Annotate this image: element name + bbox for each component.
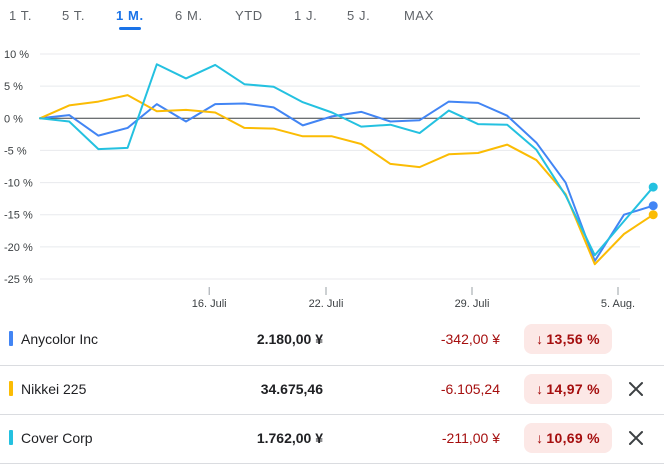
series-end-point	[648, 201, 658, 211]
list-item[interactable]: Anycolor Inc 2.180,00 ¥ -342,00 ¥ ↓ 13,5…	[0, 315, 664, 363]
tab-1-day[interactable]: 1 T.	[9, 8, 33, 23]
percent-change-badge: ↓ 10,69 %	[524, 423, 612, 453]
y-tick-label: -20 %	[4, 242, 33, 254]
tab-max[interactable]: MAX	[404, 8, 434, 23]
comparison-line-chart: 10 % 5 % 0 % -5 % -10 % -15 % -20 % -25 % 16. Ju…	[4, 49, 658, 309]
y-tick-label: -5 %	[4, 145, 27, 157]
series-color-swatch	[9, 331, 13, 346]
security-name: Anycolor Inc	[21, 331, 99, 347]
security-name: Nikkei 225	[21, 381, 87, 397]
tab-1-year[interactable]: 1 J.	[294, 8, 318, 23]
series-color-swatch	[9, 430, 13, 445]
percent-change-value: 14,97 %	[546, 381, 600, 397]
y-tick-label: -15 %	[4, 210, 33, 222]
list-item[interactable]: Nikkei 225 34.675,46 -6.105,24 ↓ 14,97 %	[0, 365, 664, 413]
x-tick-label: 16. Juli	[192, 298, 227, 309]
y-tick-label: -10 %	[4, 178, 33, 190]
tab-6-months[interactable]: 6 M.	[175, 8, 203, 23]
security-price: 34.675,46	[260, 381, 323, 397]
divider	[0, 365, 664, 366]
y-tick-label: 0 %	[4, 113, 23, 125]
series-end-point	[648, 182, 658, 192]
divider	[0, 463, 664, 464]
percent-change-value: 13,56 %	[546, 331, 600, 347]
arrow-down-icon: ↓	[536, 331, 544, 347]
divider	[0, 414, 664, 415]
security-price: 2.180,00 ¥	[256, 331, 323, 347]
time-range-tabs: 1 T. 5 T. 1 M. 6 M. YTD 1 J. 5 J. MAX	[0, 0, 664, 32]
tab-5-days[interactable]: 5 T.	[62, 8, 86, 23]
x-tick-label: 29. Juli	[455, 298, 490, 309]
y-tick-label: 10 %	[4, 49, 29, 61]
security-price: 1.762,00 ¥	[256, 430, 323, 446]
active-tab-indicator	[119, 27, 141, 30]
tab-5-years[interactable]: 5 J.	[347, 8, 371, 23]
y-tick-label: 5 %	[4, 81, 23, 93]
tab-1-month[interactable]: 1 M.	[116, 8, 144, 23]
arrow-down-icon: ↓	[536, 381, 544, 397]
security-change: -211,00 ¥	[441, 430, 500, 446]
percent-change-badge: ↓ 13,56 %	[524, 324, 612, 354]
remove-comparison-close-icon[interactable]	[624, 426, 648, 450]
x-tick-label: 5. Aug.	[601, 298, 635, 309]
series-line	[39, 63, 655, 257]
series-color-swatch	[9, 381, 13, 396]
list-item[interactable]: Cover Corp 1.762,00 ¥ -211,00 ¥ ↓ 10,69 …	[0, 414, 664, 462]
tab-ytd[interactable]: YTD	[235, 8, 263, 23]
series-line	[39, 100, 655, 262]
percent-change-value: 10,69 %	[546, 430, 600, 446]
arrow-down-icon: ↓	[536, 430, 544, 446]
y-tick-label: -25 %	[4, 274, 33, 286]
series-end-point	[648, 210, 658, 220]
percent-change-badge: ↓ 14,97 %	[524, 374, 612, 404]
x-tick-label: 22. Juli	[309, 298, 344, 309]
remove-comparison-close-icon[interactable]	[624, 377, 648, 401]
security-change: -342,00 ¥	[440, 331, 500, 347]
security-change: -6.105,24	[440, 381, 500, 397]
security-name: Cover Corp	[21, 430, 93, 446]
